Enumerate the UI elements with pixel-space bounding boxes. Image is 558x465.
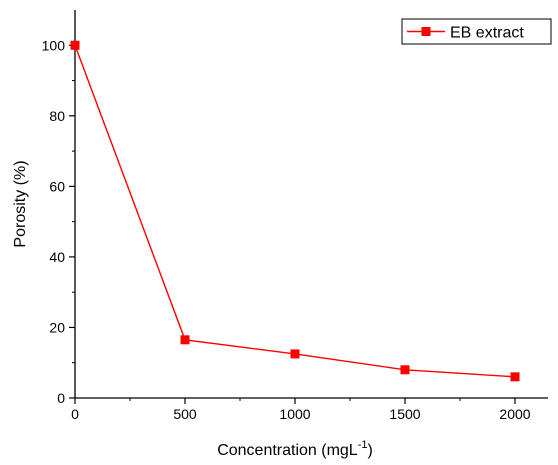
y-tick-label: 80 xyxy=(49,108,65,124)
y-tick-label: 20 xyxy=(49,319,65,335)
data-point xyxy=(70,40,80,50)
y-tick-label: 60 xyxy=(49,178,65,194)
x-axis-label-main: Concentration (mgL xyxy=(217,442,358,459)
y-tick-label: 100 xyxy=(42,37,66,53)
x-tick-label: 500 xyxy=(173,406,197,422)
data-point xyxy=(510,372,520,382)
y-axis-label: Porosity (%) xyxy=(12,160,29,247)
legend-marker xyxy=(421,27,431,36)
data-point xyxy=(180,335,190,345)
x-axis-label-suffix: ) xyxy=(367,442,372,459)
axis-labels: Porosity (%) Concentration (mgL-1) xyxy=(12,160,373,459)
legend: EB extract xyxy=(401,18,552,45)
y-tick-label: 40 xyxy=(49,249,65,265)
x-tick-label: 1000 xyxy=(279,406,310,422)
y-tick-label: 0 xyxy=(57,390,65,406)
data-point xyxy=(290,349,300,359)
x-tick-label: 0 xyxy=(71,406,79,422)
data-point xyxy=(400,365,410,375)
x-axis-label: Concentration (mgL-1) xyxy=(217,439,373,459)
x-axis-label-superscript: -1 xyxy=(358,439,368,451)
x-tick-label: 2000 xyxy=(499,406,530,422)
legend-label: EB extract xyxy=(450,25,524,42)
series-line xyxy=(74,45,516,378)
data-layer xyxy=(70,40,520,382)
x-tick-label: 1500 xyxy=(389,406,420,422)
